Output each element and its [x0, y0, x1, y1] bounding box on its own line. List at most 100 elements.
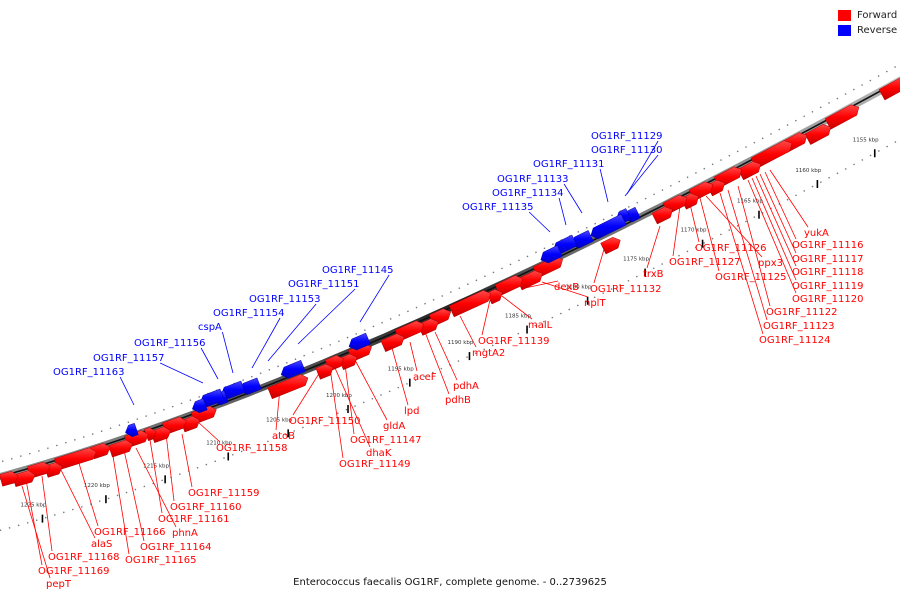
forward-gene-label-og1rf-11116[interactable]: OG1RF_11116 — [792, 240, 864, 251]
forward-gene-label-pdha[interactable]: pdhA — [453, 381, 479, 392]
legend-reverse-swatch — [838, 25, 851, 36]
forward-gene-label-ppx3[interactable]: ppx3 — [758, 258, 783, 269]
reverse-leader — [599, 168, 609, 203]
forward-gene-label-phna[interactable]: phnA — [172, 528, 198, 539]
genome-caption: Enterococcus faecalis OG1RF, complete ge… — [293, 577, 607, 588]
forward-gene-label-og1rf-11132[interactable]: OG1RF_11132 — [590, 284, 662, 295]
forward-gene-label-og1rf-11139[interactable]: OG1RF_11139 — [478, 336, 550, 347]
forward-gene-label-og1rf-11168[interactable]: OG1RF_11168 — [48, 552, 120, 563]
forward-leader — [41, 475, 53, 552]
forward-gene-label-og1rf-11149[interactable]: OG1RF_11149 — [339, 459, 411, 470]
tick-label: 1175 kbp — [623, 257, 649, 263]
forward-gene-label-og1rf-11166[interactable]: OG1RF_11166 — [94, 527, 166, 538]
forward-gene-label-og1rf-11124[interactable]: OG1RF_11124 — [759, 335, 831, 346]
reverse-gene-label-og1rf-11153[interactable]: OG1RF_11153 — [249, 294, 321, 305]
forward-gene-label-og1rf-11147[interactable]: OG1RF_11147 — [350, 435, 422, 446]
reverse-gene-label-og1rf-11130[interactable]: OG1RF_11130 — [591, 145, 663, 156]
forward-leader — [149, 439, 163, 514]
tick-label: 1210 kbp — [206, 440, 232, 446]
reverse-gene-label-og1rf-11151[interactable]: OG1RF_11151 — [288, 279, 360, 290]
reverse-gene-label-og1rf-11133[interactable]: OG1RF_11133 — [497, 174, 569, 185]
reverse-gene[interactable] — [348, 332, 371, 351]
forward-leader — [434, 331, 458, 381]
forward-gene-label-og1rf-11161[interactable]: OG1RF_11161 — [158, 514, 230, 525]
reverse-gene-label-og1rf-11157[interactable]: OG1RF_11157 — [93, 353, 165, 364]
forward-gene-label-atob[interactable]: atoB — [272, 431, 295, 442]
label-leaders — [21, 140, 809, 579]
reverse-leader — [624, 154, 659, 197]
forward-gene[interactable] — [315, 363, 334, 380]
reverse-gene-label-cspa[interactable]: cspA — [198, 322, 222, 333]
forward-gene-label-og1rf-11127[interactable]: OG1RF_11127 — [669, 257, 741, 268]
forward-gene-label-glda[interactable]: gldA — [383, 421, 405, 432]
forward-gene[interactable] — [448, 290, 492, 318]
forward-leader — [424, 331, 450, 395]
reverse-gene-label-og1rf-11154[interactable]: OG1RF_11154 — [213, 308, 285, 319]
reverse-leader — [159, 362, 204, 384]
forward-gene[interactable] — [651, 206, 673, 225]
reverse-gene-label-og1rf-11156[interactable]: OG1RF_11156 — [134, 338, 206, 349]
forward-gene-label-og1rf-11158[interactable]: OG1RF_11158 — [216, 443, 288, 454]
forward-gene-label-og1rf-11150[interactable]: OG1RF_11150 — [289, 416, 361, 427]
forward-leader — [165, 433, 175, 502]
reverse-gene[interactable] — [191, 398, 208, 414]
forward-leader — [727, 189, 768, 321]
forward-gene-label-trxb[interactable]: trxB — [643, 269, 664, 280]
reverse-leader — [200, 347, 219, 380]
forward-gene-label-dhak[interactable]: dhaK — [366, 448, 392, 459]
reverse-gene-label-og1rf-11134[interactable]: OG1RF_11134 — [492, 188, 564, 199]
forward-leader — [111, 449, 130, 555]
forward-gene-label-og1rf-11164[interactable]: OG1RF_11164 — [140, 542, 212, 553]
reverse-leader — [528, 211, 551, 233]
forward-gene-label-og1rf-11122[interactable]: OG1RF_11122 — [766, 307, 838, 318]
forward-gene-label-pdhb[interactable]: pdhB — [445, 395, 471, 406]
forward-gene-label-og1rf-11117[interactable]: OG1RF_11117 — [792, 254, 864, 265]
forward-gene[interactable] — [0, 471, 19, 487]
reverse-gene[interactable] — [125, 422, 139, 437]
reverse-gene[interactable] — [280, 359, 306, 379]
reverse-leader — [558, 197, 567, 226]
forward-gene[interactable] — [267, 374, 309, 400]
forward-gene-label-og1rf-11159[interactable]: OG1RF_11159 — [188, 488, 260, 499]
forward-gene[interactable] — [878, 76, 900, 101]
reverse-gene[interactable] — [590, 213, 627, 239]
reverse-gene-label-og1rf-11145[interactable]: OG1RF_11145 — [322, 265, 394, 276]
forward-gene-label-mall[interactable]: malL — [528, 320, 553, 331]
tick-label: 1165 kbp — [737, 199, 763, 205]
forward-gene[interactable] — [600, 237, 621, 255]
forward-gene[interactable] — [750, 140, 793, 169]
reverse-gene-label-og1rf-11135[interactable]: OG1RF_11135 — [462, 202, 534, 213]
forward-gene-label-lpd[interactable]: lpd — [404, 406, 419, 417]
forward-gene-label-og1rf-11126[interactable]: OG1RF_11126 — [695, 243, 767, 254]
reverse-gene[interactable] — [540, 245, 563, 264]
forward-gene-label-nplt[interactable]: nplT — [584, 298, 606, 309]
forward-gene-label-alas[interactable]: alaS — [91, 539, 112, 550]
forward-gene-label-og1rf-11160[interactable]: OG1RF_11160 — [170, 502, 242, 513]
forward-leader — [181, 433, 193, 488]
forward-gene[interactable] — [380, 333, 405, 353]
forward-gene-label-dexb[interactable]: dexB — [554, 282, 579, 293]
forward-gene-label-og1rf-11169[interactable]: OG1RF_11169 — [38, 566, 110, 577]
forward-gene-label-og1rf-11119[interactable]: OG1RF_11119 — [792, 281, 864, 292]
forward-gene-label-acef[interactable]: aceF — [413, 372, 437, 383]
legend-reverse-label: Reverse — [857, 25, 898, 36]
reverse-gene-label-og1rf-11131[interactable]: OG1RF_11131 — [533, 159, 605, 170]
forward-gene-label-pept[interactable]: pepT — [46, 579, 72, 590]
forward-gene-label-mgta2[interactable]: mgtA2 — [472, 348, 505, 359]
reverse-leader — [359, 274, 390, 323]
forward-gene-label-yuka[interactable]: yukA — [804, 228, 829, 239]
forward-gene-label-og1rf-11120[interactable]: OG1RF_11120 — [792, 294, 864, 305]
forward-leader — [672, 205, 681, 257]
forward-leader — [751, 177, 797, 281]
forward-gene[interactable] — [824, 104, 860, 130]
forward-gene[interactable] — [54, 447, 97, 471]
forward-gene-label-og1rf-11165[interactable]: OG1RF_11165 — [125, 555, 197, 566]
forward-gene-label-og1rf-11125[interactable]: OG1RF_11125 — [715, 272, 787, 283]
reverse-gene-label-og1rf-11163[interactable]: OG1RF_11163 — [53, 367, 125, 378]
forward-leader — [59, 467, 96, 539]
forward-gene-label-og1rf-11118[interactable]: OG1RF_11118 — [792, 267, 864, 278]
reverse-gene-label-og1rf-11129[interactable]: OG1RF_11129 — [591, 131, 663, 142]
forward-gene[interactable] — [494, 275, 524, 297]
tick-label: 1180 kbp — [566, 285, 592, 291]
forward-gene-label-og1rf-11123[interactable]: OG1RF_11123 — [763, 321, 835, 332]
